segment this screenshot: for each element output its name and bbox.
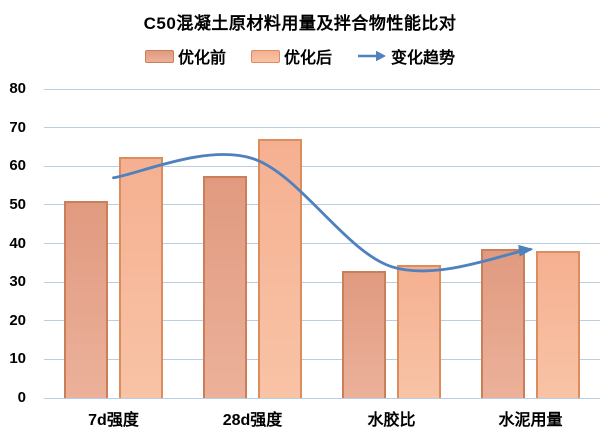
- legend-swatch-post-icon: [250, 49, 280, 63]
- gridline: [44, 281, 600, 283]
- chart-title: C50混凝土原材料用量及拌合物性能比对: [143, 14, 457, 33]
- y-tick-label: 10: [9, 350, 26, 368]
- y-tick-label: 0: [17, 389, 26, 406]
- y-tick-label: 70: [9, 118, 26, 136]
- legend: 优化前 优化后 变化趋势: [0, 44, 600, 68]
- gridline: [44, 127, 600, 129]
- y-tick-label: 40: [9, 234, 26, 252]
- gridline: [44, 358, 600, 360]
- x-category-label: 7d强度: [88, 412, 139, 429]
- legend-label-post: 优化后: [283, 50, 332, 67]
- y-axis-labels: 0 10 20 30 40 50 60 70 80: [0, 80, 26, 406]
- bar-优化后-28d强度: [258, 139, 302, 398]
- legend-label-pre: 优化前: [177, 50, 226, 67]
- bar-优化后-水泥用量: [536, 251, 580, 398]
- x-category-label: 水泥用量: [498, 412, 563, 429]
- y-tick-label: 60: [9, 157, 26, 175]
- legend-item-pre: 优化前: [144, 44, 226, 68]
- bar-优化后-水胶比: [397, 264, 441, 398]
- y-tick-label: 20: [9, 311, 26, 329]
- y-tick-label: 30: [9, 273, 26, 291]
- legend-item-post: 优化后: [250, 44, 332, 68]
- gridline: [44, 88, 600, 90]
- x-category-label: 水胶比: [367, 412, 416, 429]
- gridline: [44, 320, 600, 322]
- bar-优化前-7d强度: [64, 201, 108, 398]
- legend-item-trend: 变化趋势: [357, 44, 455, 68]
- bar-优化前-28d强度: [203, 175, 247, 398]
- plot-area: [44, 88, 600, 399]
- trend-arrow-icon: [358, 50, 386, 62]
- bar-优化前-水胶比: [342, 270, 386, 398]
- gridline: [44, 397, 600, 399]
- x-axis-labels: 7d强度 28d强度 水胶比 水泥用量: [44, 406, 600, 432]
- y-tick-label: 50: [9, 195, 26, 213]
- x-category-label: 28d强度: [222, 412, 283, 429]
- bar-优化后-7d强度: [119, 156, 163, 398]
- bar-优化前-水泥用量: [481, 249, 525, 398]
- y-tick-label: 80: [9, 80, 26, 97]
- legend-swatch-pre-icon: [144, 49, 174, 63]
- legend-label-trend: 变化趋势: [391, 50, 456, 67]
